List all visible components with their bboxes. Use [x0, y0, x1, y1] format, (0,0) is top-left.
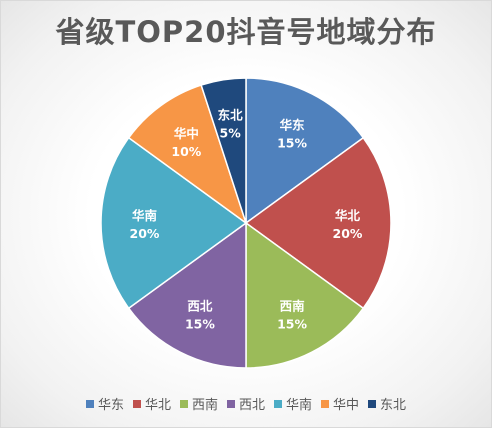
- pie-slices: [100, 77, 392, 369]
- slice-name-label: 西南: [280, 298, 306, 313]
- legend-item: 华东: [85, 394, 124, 413]
- legend-label: 西南: [191, 398, 218, 413]
- slice-name-label: 华北: [335, 208, 361, 223]
- slice-value-label: 5%: [220, 126, 242, 141]
- legend-swatch: [85, 399, 94, 408]
- legend-label: 华南: [286, 398, 313, 413]
- legend-item: 东北: [368, 394, 406, 413]
- legend-swatch: [368, 399, 377, 408]
- slice-name-label: 华中: [174, 126, 199, 141]
- pie-slice: [245, 221, 365, 369]
- legend-swatch: [132, 399, 141, 408]
- pie-slice: [100, 136, 248, 310]
- legend-item: 西北: [226, 394, 265, 413]
- pie-slice: [127, 221, 247, 369]
- pie-labels: 华东 15% 华北 20% 西南 15% 西北 15% 华南 20% 华中 10% 东北 5%: [130, 108, 363, 332]
- slice-name-label: 东北: [218, 108, 244, 123]
- pie-slice: [200, 77, 247, 224]
- legend-label: 东北: [380, 398, 407, 413]
- slice-value-label: 20%: [130, 226, 160, 241]
- legend-swatch: [179, 399, 188, 408]
- slice-name-label: 华东: [280, 118, 306, 133]
- legend-label: 华中: [333, 398, 360, 413]
- legend-swatch: [226, 399, 235, 408]
- slice-value-label: 20%: [333, 226, 363, 241]
- slice-value-label: 15%: [277, 316, 307, 331]
- slice-value-label: 10%: [171, 144, 201, 159]
- slice-value-label: 15%: [185, 316, 215, 331]
- chart-title: 省级TOP20抖音号地域分布: [55, 15, 437, 49]
- legend-label: 华北: [144, 398, 171, 413]
- legend-swatch: [321, 399, 330, 408]
- slice-value-label: 15%: [277, 136, 307, 151]
- legend-item: 华北: [132, 394, 171, 413]
- legend-swatch: [274, 399, 282, 408]
- pie-slice: [245, 77, 365, 225]
- legend-item: 华中: [321, 394, 359, 413]
- chart-legend: 华东 华北 西南 西北 华南 华中 东北: [0, 394, 492, 413]
- slice-name-label: 西北: [187, 298, 213, 313]
- pie-slice: [244, 136, 392, 310]
- legend-label: 西北: [238, 398, 265, 413]
- slice-name-label: 华南: [132, 208, 158, 223]
- legend-item: 华南: [274, 394, 312, 413]
- pie-slice: [127, 84, 248, 225]
- legend-label: 华东: [97, 398, 124, 413]
- legend-item: 西南: [179, 394, 218, 413]
